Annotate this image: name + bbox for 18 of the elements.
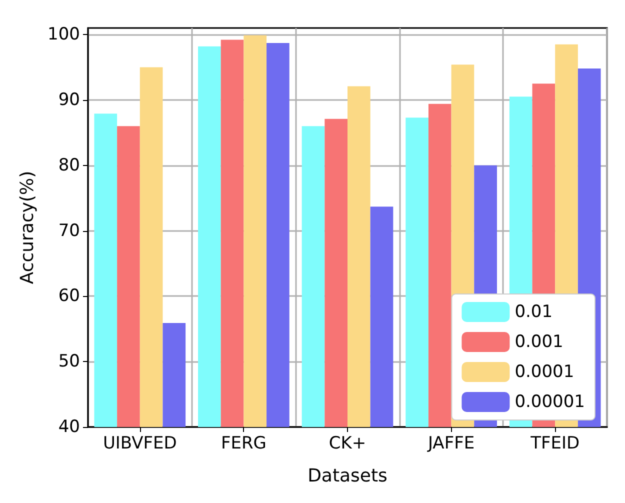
legend-label: 0.00001 xyxy=(514,392,586,412)
legend-label: 0.01 xyxy=(514,302,553,322)
y-tick-label: 80 xyxy=(58,155,80,176)
y-axis-title: Accuracy(%) xyxy=(17,170,38,284)
x-tick-label: JAFFE xyxy=(426,434,475,454)
y-tick-label: 40 xyxy=(58,417,80,437)
y-tick-label: 90 xyxy=(58,90,80,110)
y-tick-label: 70 xyxy=(58,220,80,241)
x-tick-label: FERG xyxy=(220,434,266,454)
x-tick-label: CK+ xyxy=(328,434,366,454)
y-tick-label: 100 xyxy=(48,24,80,45)
x-tick-label: TFEID xyxy=(530,434,580,454)
x-axis-title: Datasets xyxy=(308,466,388,486)
legend-label: 0.0001 xyxy=(514,362,574,382)
y-tick-label: 60 xyxy=(58,286,80,306)
y-tick-label: 50 xyxy=(58,352,80,372)
x-tick-label: UIBVFED xyxy=(102,434,177,454)
legend-label: 0.001 xyxy=(514,332,564,352)
